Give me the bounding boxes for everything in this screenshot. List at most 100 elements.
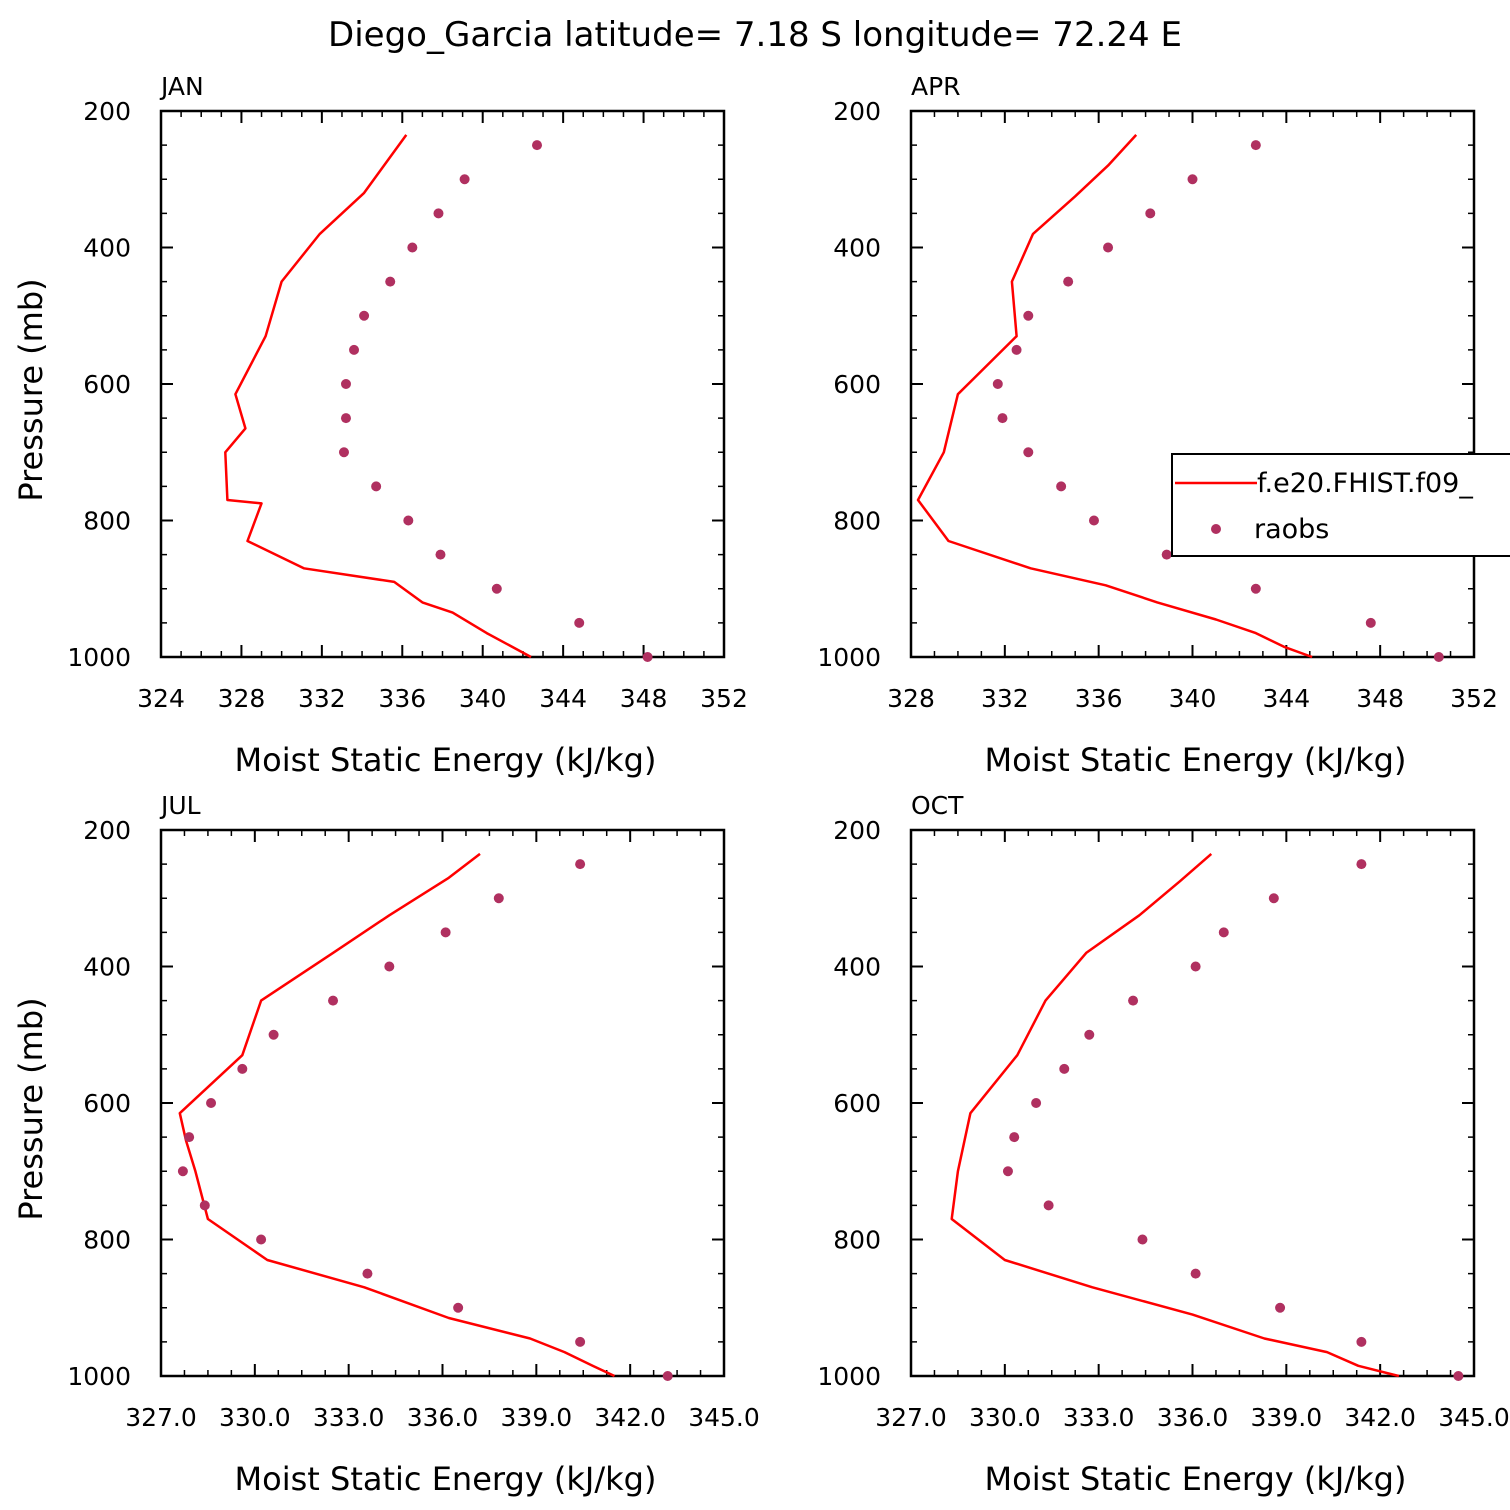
obs-point (403, 515, 414, 526)
x-tick-label: 336.0 (1157, 1403, 1229, 1432)
x-tick-label: 352 (700, 684, 748, 713)
x-tick-label: 339.0 (1251, 1403, 1323, 1432)
obs-point (1275, 1302, 1286, 1313)
obs-point (575, 1336, 586, 1347)
obs-point (1056, 481, 1067, 492)
obs-point (1190, 961, 1201, 972)
obs-point (384, 961, 395, 972)
y-tick-label: 200 (83, 97, 131, 126)
obs-point (493, 893, 504, 904)
y-tick-label: 600 (83, 370, 131, 399)
x-tick-label: 342.0 (594, 1403, 666, 1432)
y-axis-label: Pressure (mb) (12, 997, 50, 1220)
obs-point (1250, 140, 1261, 151)
panel-jan: JAN 324 328 332 336 340 344 348 352 200 400 600 800 1… (12, 72, 748, 779)
obs-point (491, 583, 502, 594)
obs-point (1365, 617, 1376, 628)
obs-point (574, 617, 585, 628)
obs-point (1137, 1234, 1148, 1245)
obs-point (177, 1166, 188, 1177)
x-tick-label: 333.0 (1063, 1403, 1135, 1432)
obs-point (453, 1302, 464, 1313)
x-tick-label: 324 (137, 684, 185, 713)
obs-point (1161, 549, 1172, 560)
y-tick-label: 400 (83, 953, 131, 982)
chart-title: Diego_Garcia latitude= 7.18 S longitude=… (328, 15, 1182, 55)
x-tick-label: 348 (1356, 684, 1404, 713)
x-tick-label: 342.0 (1344, 1403, 1416, 1432)
panel-jul: JUL 327.0 330.0 333.0 336.0 339.0 342.0 345.0 20… (12, 791, 760, 1498)
obs-point (338, 447, 349, 458)
obs-point (575, 859, 586, 870)
obs-point (206, 1098, 217, 1108)
obs-point (1218, 927, 1229, 938)
obs-point (237, 1063, 248, 1074)
obs-point (1023, 447, 1034, 458)
obs-point (1356, 1336, 1367, 1347)
panel-oct: OCT 327.0 330.0 333.0 336.0 339.0 342.0 345.0 20… (817, 791, 1509, 1498)
obs-point (433, 208, 444, 219)
x-tick-label: 336.0 (407, 1403, 479, 1432)
obs-point (1453, 1371, 1464, 1381)
legend-obs-label: raobs (1254, 514, 1329, 545)
legend-model-label: f.e20.FHIST.f09_ (1257, 468, 1473, 499)
panels-group: JAN 324 328 332 336 340 344 348 352 200 400 600 800 1… (12, 72, 1510, 1498)
legend-box (1171, 453, 1510, 557)
panel-label: JUL (159, 791, 201, 820)
obs-point (1009, 1132, 1020, 1143)
obs-point (642, 652, 653, 662)
obs-point (199, 1200, 210, 1211)
y-tick-label: 1000 (67, 643, 131, 672)
series-line-model (178, 852, 616, 1378)
x-tick-label: 330.0 (219, 1403, 291, 1432)
obs-point (1084, 1029, 1095, 1040)
y-tick-label: 800 (83, 1226, 131, 1255)
y-tick-label: 800 (833, 1226, 881, 1255)
x-tick-label: 333.0 (313, 1403, 385, 1432)
obs-point (268, 1029, 279, 1040)
x-tick-label: 348 (620, 684, 668, 713)
obs-point (407, 242, 418, 253)
x-tick-label: 336 (1075, 684, 1123, 713)
obs-point (340, 413, 351, 424)
panel-apr: APR 328 332 336 340 344 348 352 200 400 600 800 1000… (817, 72, 1497, 779)
obs-point (1250, 583, 1261, 594)
panel-label: JAN (159, 72, 204, 101)
x-axis-label: Moist Static Energy (kJ/kg) (235, 1460, 657, 1498)
obs-point (1187, 174, 1198, 185)
obs-point (385, 276, 396, 287)
obs-point (1031, 1098, 1042, 1108)
obs-point (1190, 1268, 1201, 1279)
x-tick-label: 345.0 (1438, 1403, 1510, 1432)
x-tick-label: 344 (539, 684, 587, 713)
obs-point (1268, 893, 1279, 904)
plot-frame (159, 109, 726, 659)
x-tick-label: 340 (459, 684, 507, 713)
y-tick-label: 400 (833, 234, 881, 263)
y-tick-label: 1000 (817, 643, 881, 672)
series-line-model (916, 134, 1313, 659)
y-tick-label: 600 (833, 1089, 881, 1118)
y-tick-label: 600 (83, 1089, 131, 1118)
obs-point (997, 413, 1008, 424)
obs-point (340, 379, 351, 389)
obs-point (1103, 242, 1114, 253)
series-line-model (950, 852, 1400, 1378)
x-axis-label: Moist Static Energy (kJ/kg) (985, 1460, 1407, 1498)
obs-point (1356, 859, 1367, 870)
x-tick-label: 327.0 (125, 1403, 197, 1432)
x-tick-label: 327.0 (875, 1403, 947, 1432)
panel-label: APR (911, 72, 961, 101)
legend: f.e20.FHIST.f09_raobs (1171, 453, 1510, 557)
obs-point (1433, 652, 1444, 662)
obs-point (532, 140, 543, 151)
x-tick-label: 332 (298, 684, 346, 713)
x-tick-label: 332 (981, 684, 1029, 713)
x-tick-label: 336 (378, 684, 426, 713)
x-axis-label: Moist Static Energy (kJ/kg) (235, 741, 657, 779)
panel-label: OCT (911, 791, 964, 820)
obs-point (459, 174, 470, 185)
x-tick-label: 352 (1450, 684, 1498, 713)
obs-point (662, 1371, 673, 1381)
obs-point (1011, 344, 1022, 355)
